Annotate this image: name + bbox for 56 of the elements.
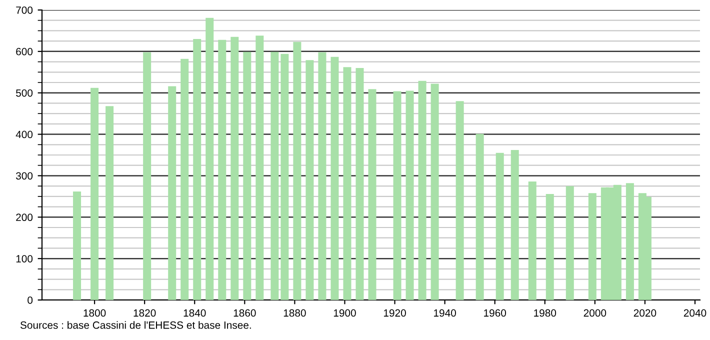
bar: [206, 18, 214, 300]
y-tick-label: 0: [28, 296, 33, 304]
bar: [280, 54, 289, 300]
y-tick-label: 600: [16, 48, 33, 56]
bar: [306, 60, 314, 300]
x-tick-label: 1880: [284, 309, 306, 317]
y-tick-label: 200: [16, 214, 33, 222]
bar: [318, 52, 326, 300]
bar: [393, 91, 402, 300]
bar: [256, 36, 264, 300]
x-tick-label: 1900: [334, 309, 356, 317]
source-note: Sources : base Cassini de l'EHESS et base Insee.: [20, 321, 251, 329]
x-tick-label: 1920: [384, 309, 406, 317]
x-tick-label: 1960: [484, 309, 506, 317]
y-tick-label: 400: [16, 130, 33, 138]
bar: [106, 106, 114, 300]
x-tick-label: 1820: [134, 309, 156, 317]
bar: [293, 42, 302, 300]
bar: [356, 68, 364, 300]
bar: [270, 52, 279, 300]
bar: [368, 89, 376, 300]
bar: [168, 86, 176, 300]
bar: [626, 183, 634, 300]
bar: [143, 52, 152, 300]
bar: [193, 39, 202, 300]
bar: [528, 182, 536, 300]
bar: [510, 150, 519, 300]
bar: [496, 152, 504, 300]
x-tick-label: 2020: [634, 309, 656, 317]
bar: [546, 194, 554, 300]
bar: [456, 101, 464, 300]
y-tick-label: 500: [16, 89, 33, 97]
bar: [73, 191, 82, 300]
bar: [218, 40, 226, 300]
y-tick-label: 300: [16, 172, 33, 180]
x-tick-label: 1840: [184, 309, 206, 317]
bar: [418, 80, 426, 300]
y-tick-label: 100: [16, 255, 33, 262]
x-tick-label: 1940: [434, 309, 456, 317]
bar: [243, 52, 252, 300]
x-tick-label: 2000: [584, 309, 606, 317]
bar: [180, 58, 189, 300]
bar: [90, 88, 99, 300]
bar: [343, 67, 352, 300]
bar: [476, 134, 484, 300]
bar: [330, 56, 339, 300]
bar: [566, 186, 574, 300]
x-tick-label: 1980: [534, 309, 556, 317]
bar: [430, 84, 439, 300]
x-tick-label: 1860: [234, 309, 256, 317]
x-tick-label: 1800: [84, 309, 106, 317]
bar: [406, 90, 414, 300]
bar: [230, 36, 239, 300]
x-tick-label: 2040: [684, 309, 706, 317]
y-tick-label: 700: [16, 6, 33, 14]
bar: [588, 193, 596, 300]
